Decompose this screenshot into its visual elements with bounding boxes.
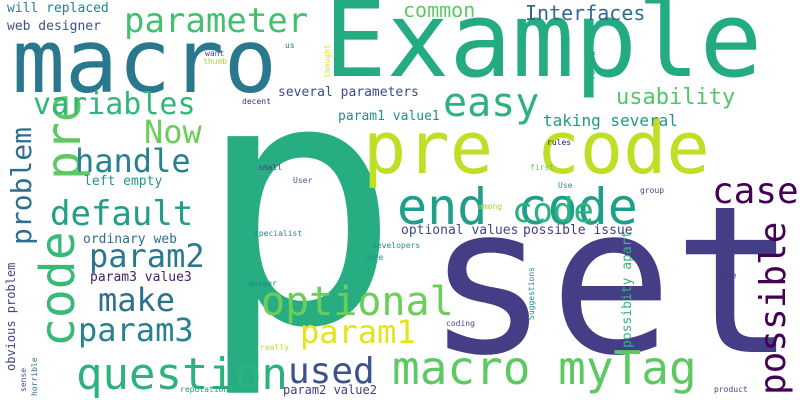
word-possible-issue: possible issue (523, 223, 633, 238)
word-obvious-problem: obvious problem (4, 262, 18, 371)
word-specialist: specialist (254, 229, 303, 238)
word-macro-mytag: macro myTag (392, 341, 697, 395)
word-interfaces: Interfaces (525, 1, 646, 25)
word-problem-vertical: problem (5, 126, 38, 245)
word-developers: developers (372, 241, 421, 250)
word-rules: rules (547, 138, 572, 147)
word-question: question (76, 349, 288, 400)
word-param1: param1 (300, 313, 416, 351)
word-ordinary-web: ordinary web (83, 232, 177, 247)
word-param2: param2 (89, 237, 205, 275)
word-usability: usability (616, 85, 736, 110)
word-us: us (285, 41, 295, 50)
word-group: group (640, 186, 665, 195)
word-p: p (196, 7, 401, 400)
word-code-small: code (512, 191, 594, 231)
word-user: User (293, 176, 313, 185)
word-pre-code: pre code (363, 106, 710, 190)
word-case: case (712, 171, 799, 212)
word-make: make (98, 281, 176, 319)
word-param1-value1: param1 value1 (338, 109, 440, 124)
word-use: Use (558, 181, 573, 190)
word-variables: variables (33, 87, 196, 122)
word-used: used (288, 351, 375, 392)
word-now: Now (144, 113, 202, 151)
word-end-code: end code (397, 178, 638, 236)
word-param3-value3: param3 value3 (90, 270, 192, 285)
word-handle: handle (75, 142, 191, 180)
word-parameter: parameter (124, 1, 309, 41)
word-several-parameters: several parameters (278, 85, 419, 100)
word-follow: follow (588, 51, 597, 80)
word-thumb: thumb (203, 57, 228, 66)
word-reputation: reputation (180, 385, 229, 394)
word-optional-values: optional values (401, 223, 519, 238)
word-set: set (426, 163, 797, 400)
word-decent: decent (242, 97, 271, 106)
word-optional: optional (261, 279, 454, 325)
word-macro: macro (12, 10, 277, 113)
word-care: care (364, 253, 384, 262)
word-product: product (714, 385, 748, 394)
word-example: Example (324, 0, 763, 101)
word-left-empty: left empty (84, 174, 163, 189)
word-web-designer: web designer (7, 19, 101, 34)
word-possible-vertical: possible (753, 221, 794, 395)
word-suggestions: Suggestions (527, 267, 536, 320)
word-taking-several: taking several (543, 111, 678, 130)
word-horrible: horrible (30, 357, 39, 396)
word-will-replaced: will replaced (7, 1, 109, 16)
word-default: default (50, 194, 194, 234)
word-coding: coding (446, 319, 475, 328)
word-one: one (722, 271, 737, 280)
word-among: among (478, 202, 503, 211)
word-easy: easy (443, 80, 540, 126)
word-first: first (530, 163, 555, 172)
word-answer: answer (248, 279, 277, 288)
word-sense: sense (19, 367, 28, 392)
word-possibity-apart: possibity apart (620, 230, 635, 348)
word-common: common (403, 0, 476, 22)
word-really: really (260, 343, 289, 352)
word-thought: thought (323, 44, 332, 78)
word-small: small (258, 163, 283, 172)
word-want: want (205, 49, 225, 58)
word-param2-value2: param2 value2 (283, 383, 377, 397)
word-param3: param3 (78, 311, 194, 349)
word-code-vertical: code (30, 231, 86, 347)
